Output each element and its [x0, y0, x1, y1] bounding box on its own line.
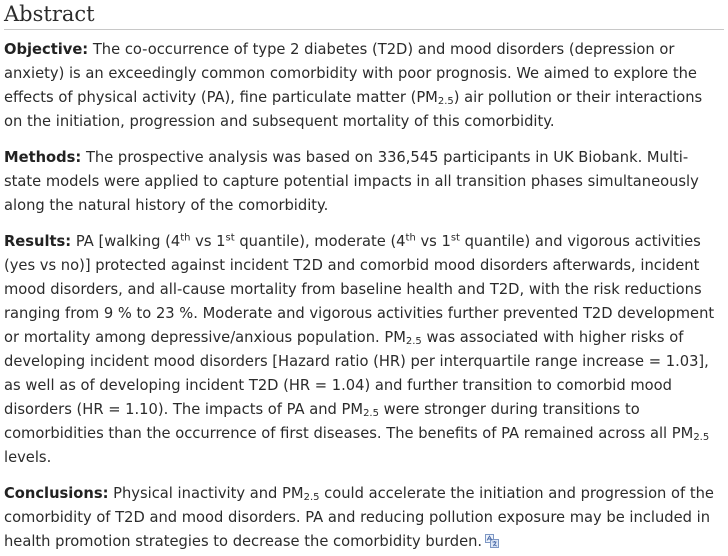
objective-text-2: ) air pollution or their interactions on…: [4, 89, 703, 130]
results-text-5: quantile) and vigorous activities (yes v…: [4, 233, 715, 346]
methods-label: Methods:: [4, 149, 82, 166]
results-text-2: vs 1: [190, 233, 226, 250]
results-sup-4: st: [450, 232, 460, 244]
conclusions-sub-1: 2.5: [303, 491, 320, 503]
objective-paragraph: Objective: The co-occurrence of type 2 d…: [4, 38, 724, 134]
objective-text-1: The co-occurrence of type 2 diabetes (T2…: [4, 41, 697, 106]
conclusions-label: Conclusions:: [4, 485, 109, 502]
results-sup-2: st: [225, 232, 235, 244]
results-sub-2: 2.5: [363, 407, 379, 419]
methods-paragraph: Methods: The prospective analysis was ba…: [4, 146, 724, 218]
results-paragraph: Results: PA [walking (4th vs 1st quantil…: [4, 230, 724, 470]
results-sup-1: th: [180, 232, 191, 244]
results-text-1: PA [walking (4: [71, 233, 181, 250]
results-text-6: was associated with higher risks of deve…: [4, 329, 709, 418]
results-text-8: levels.: [4, 449, 52, 466]
results-text-4: vs 1: [415, 233, 451, 250]
methods-text: The prospective analysis was based on 33…: [4, 149, 699, 214]
results-label: Results:: [4, 233, 72, 250]
results-text-7: were stronger during transitions to como…: [4, 401, 694, 442]
results-sub-3: 2.5: [693, 431, 710, 443]
pm-subscript: 2.5: [437, 95, 454, 107]
conclusions-text-1: Physical inactivity and PM: [108, 485, 304, 502]
results-sup-3: th: [405, 232, 416, 244]
results-text-3: quantile), moderate (4: [234, 233, 406, 250]
conclusions-paragraph: Conclusions: Physical inactivity and PM2…: [4, 482, 724, 554]
abstract-heading: Abstract: [4, 0, 724, 30]
translate-icon[interactable]: [485, 532, 500, 548]
objective-label: Objective:: [4, 41, 89, 58]
results-sub-1: 2.5: [405, 335, 422, 347]
